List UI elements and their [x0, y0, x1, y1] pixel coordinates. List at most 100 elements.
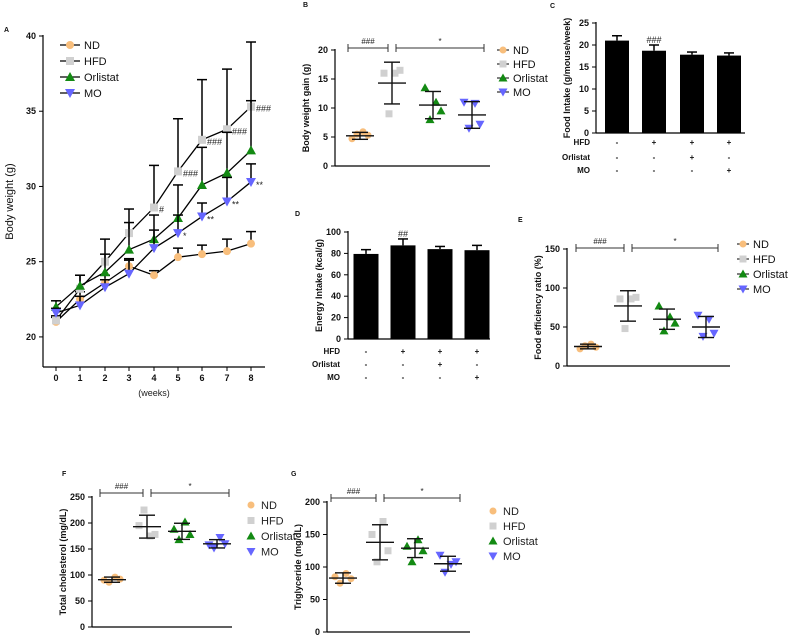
bar: [427, 249, 453, 339]
data-point: [222, 197, 232, 207]
legend-marker: [247, 501, 255, 509]
data-point: [380, 69, 388, 77]
data-point: [150, 271, 158, 280]
legend-marker: [246, 548, 256, 556]
significance-label: **: [232, 200, 240, 210]
treatment-mark: -: [365, 373, 368, 382]
legend-label: ND: [513, 45, 529, 57]
data-point: [396, 66, 404, 74]
x-tick-label: 0: [53, 373, 58, 383]
y-axis-title: Food Intake (g/mouse/week): [562, 18, 572, 139]
data-point: [385, 110, 393, 118]
data-point: [475, 120, 485, 129]
y-tick-label: 20: [26, 332, 36, 342]
group-hfd: [366, 518, 394, 566]
legend-label: Orlistat: [753, 269, 788, 281]
data-point: [391, 69, 399, 77]
y-tick-label: 10: [318, 103, 328, 113]
y-tick-label: 0: [584, 128, 589, 138]
y-tick-label: 5: [323, 132, 328, 142]
significance-label: ###: [183, 168, 198, 178]
legend-label: HFD: [513, 59, 536, 71]
legend-label: MO: [513, 87, 531, 99]
panel-letter: A: [4, 27, 9, 34]
y-tick-label: 50: [310, 595, 320, 605]
x-tick-label: 3: [126, 373, 131, 383]
y-tick-label: 200: [305, 497, 320, 507]
data-point: [197, 212, 207, 222]
significance-label: ##: [398, 229, 408, 239]
y-tick-label: 50: [550, 322, 560, 332]
y-tick-label: 25: [579, 18, 589, 28]
panel-letter: E: [518, 217, 523, 224]
treatment-row-label: MO: [577, 166, 590, 175]
treatment-mark: +: [438, 360, 443, 369]
data-point: [52, 316, 60, 325]
y-tick-label: 30: [26, 181, 36, 191]
treatment-row-label: MO: [327, 373, 340, 382]
data-point: [451, 558, 461, 567]
legend-label: ND: [261, 500, 277, 512]
y-tick-label: 100: [326, 227, 341, 237]
group-nd: [574, 340, 602, 353]
y-tick-label: 250: [70, 492, 85, 502]
y-tick-label: 15: [579, 62, 589, 72]
data-point: [75, 301, 85, 311]
legend-marker: [66, 41, 74, 49]
legend-marker: [499, 60, 507, 68]
data-point: [215, 534, 225, 543]
legend-label: MO: [84, 88, 102, 100]
data-point: [135, 522, 143, 530]
legend-marker: [489, 507, 497, 515]
legend-label: HFD: [753, 254, 776, 266]
data-point: [616, 295, 624, 303]
x-axis-title: (weeks): [138, 388, 170, 398]
data-point: [246, 145, 256, 155]
group-nd: [346, 128, 374, 143]
treatment-mark: -: [365, 360, 368, 369]
data-point: [198, 135, 206, 144]
treatment-mark: -: [402, 373, 405, 382]
panel-letter: F: [62, 471, 67, 478]
data-point: [173, 229, 183, 239]
bar: [642, 50, 666, 133]
series-hfd: #############: [51, 41, 271, 325]
y-tick-label: 20: [331, 313, 341, 323]
y-tick-label: 100: [70, 570, 85, 580]
x-tick-label: 2: [102, 373, 107, 383]
treatment-row-label: Orlistat: [312, 360, 340, 369]
group-hfd: [378, 61, 406, 118]
data-point: [197, 179, 207, 189]
y-tick-label: 0: [323, 161, 328, 171]
significance-label: #: [159, 205, 164, 215]
y-tick-label: 20: [318, 45, 328, 55]
legend-marker: [488, 536, 498, 545]
significance-label: *: [183, 231, 187, 241]
data-point: [627, 295, 635, 303]
significance-label: *: [188, 482, 191, 491]
data-point: [140, 506, 148, 514]
y-axis-title: Triglyceride (mg/dL): [293, 524, 303, 610]
significance-label: **: [256, 180, 264, 190]
data-point: [222, 167, 232, 177]
legend-marker: [498, 73, 508, 82]
y-tick-label: 40: [26, 31, 36, 41]
significance-label: ###: [347, 487, 361, 496]
x-tick-label: 5: [175, 373, 180, 383]
data-point: [223, 247, 231, 256]
legend-label: ND: [753, 239, 769, 251]
group-orlistat: [653, 301, 681, 335]
significance-label: *: [673, 237, 676, 246]
y-tick-label: 150: [70, 544, 85, 554]
treatment-mark: +: [652, 138, 657, 147]
treatment-mark: -: [616, 138, 619, 147]
treatment-mark: -: [365, 347, 368, 356]
group-mo: [458, 98, 486, 133]
treatment-mark: -: [476, 360, 479, 369]
group-nd: [329, 570, 357, 587]
data-point: [246, 177, 256, 187]
y-axis-title: Food efficiency ratio (%): [533, 255, 543, 360]
data-point: [368, 531, 376, 538]
legend-marker: [739, 255, 747, 263]
significance-label: ###: [593, 237, 607, 246]
